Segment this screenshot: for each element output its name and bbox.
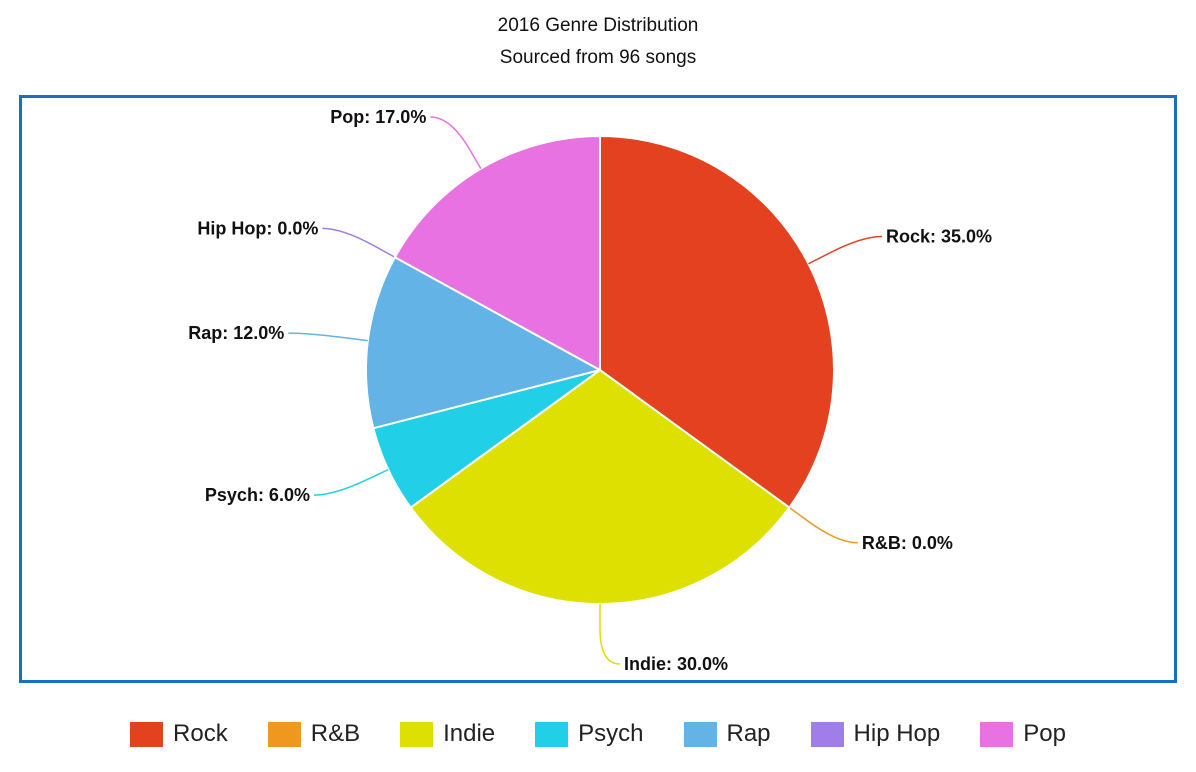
- legend-label-psych: Psych: [578, 720, 644, 747]
- data-label-rap: Rap: 12.0%: [188, 323, 284, 343]
- data-label-pop: Pop: 17.0%: [330, 107, 426, 127]
- chart-subtitle: Sourced from 96 songs: [499, 47, 697, 68]
- legend-item-indie[interactable]: Indie: [400, 720, 495, 748]
- legend-swatch-indie: [400, 721, 434, 747]
- legend-swatch-rap: [683, 721, 717, 747]
- chart-title: 2016 Genre Distribution: [497, 15, 699, 36]
- data-label-hip-hop: Hip Hop: 0.0%: [197, 218, 318, 238]
- legend-swatch-randb: [267, 721, 301, 747]
- data-label-indie: Indie: 30.0%: [624, 654, 728, 674]
- legend-item-pop[interactable]: Pop: [980, 720, 1066, 748]
- legend-label-rap: Rap: [726, 720, 771, 747]
- legend-swatch-psych: [535, 721, 569, 747]
- legend-label-randb: R&B: [310, 720, 361, 747]
- data-label-rock: Rock: 35.0%: [886, 227, 992, 247]
- legend-swatch-hip-hop: [810, 721, 844, 747]
- legend: Rock R&B Indie Psych Rap Hip Hop Pop: [0, 720, 1196, 748]
- connector-rap: [288, 332, 368, 342]
- connector-indie: [599, 604, 621, 665]
- legend-item-psych[interactable]: Psych: [535, 720, 644, 748]
- legend-label-rock: Rock: [173, 720, 228, 747]
- data-label-randb: R&B: 0.0%: [862, 533, 953, 553]
- pie-slice-rap[interactable]: [365, 256, 601, 430]
- data-label-psych: Psych: 6.0%: [205, 485, 310, 505]
- connector-hip-hop: [322, 227, 396, 258]
- legend-item-rap[interactable]: Rap: [683, 720, 771, 748]
- pie-slice-rock[interactable]: [599, 135, 835, 509]
- connector-rock: [808, 235, 882, 265]
- legend-swatch-rock: [130, 721, 164, 747]
- legend-item-rock[interactable]: Rock: [130, 720, 228, 748]
- legend-label-pop: Pop: [1023, 720, 1066, 747]
- legend-label-indie: Indie: [443, 720, 496, 747]
- connector-pop: [430, 116, 482, 169]
- pie-slice-indie[interactable]: [409, 369, 791, 605]
- legend-item-randb[interactable]: R&B: [267, 720, 361, 748]
- legend-item-hip-hop[interactable]: Hip Hop: [810, 720, 941, 748]
- legend-label-hip-hop: Hip Hop: [853, 720, 941, 747]
- connector-psych: [313, 468, 389, 496]
- connector-randb: [788, 506, 858, 544]
- legend-swatch-pop: [980, 721, 1014, 747]
